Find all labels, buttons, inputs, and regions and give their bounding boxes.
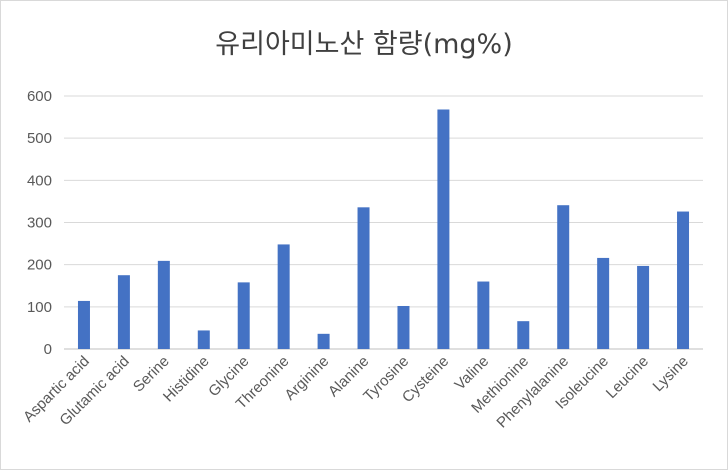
x-tick-label: Leucine bbox=[603, 353, 652, 402]
bar bbox=[477, 281, 490, 349]
bar bbox=[277, 244, 290, 349]
y-tick-label: 600 bbox=[27, 88, 52, 105]
y-tick-label: 100 bbox=[27, 299, 52, 316]
chart-title: 유리아미노산 함량(mg%) bbox=[215, 29, 513, 60]
bar bbox=[557, 205, 570, 349]
y-tick-label: 200 bbox=[27, 257, 52, 274]
bar bbox=[437, 109, 450, 349]
bar bbox=[157, 260, 170, 349]
x-tick-label: Arginine bbox=[281, 353, 332, 404]
x-tick-label: Glutamic acid bbox=[56, 353, 132, 429]
y-tick-label: 0 bbox=[44, 341, 52, 358]
y-tick-label: 400 bbox=[27, 172, 52, 189]
bar bbox=[397, 305, 410, 349]
bar bbox=[237, 282, 250, 349]
bar bbox=[197, 330, 210, 349]
bar bbox=[597, 257, 610, 349]
bar bbox=[517, 321, 530, 349]
bar bbox=[357, 207, 370, 349]
bar bbox=[637, 265, 650, 349]
y-tick-label: 300 bbox=[27, 215, 52, 232]
y-tick-label: 500 bbox=[27, 130, 52, 147]
bar bbox=[677, 211, 690, 349]
bar bbox=[317, 333, 330, 349]
bar bbox=[77, 300, 90, 349]
x-tick-label: Lysine bbox=[650, 353, 692, 395]
bar bbox=[117, 275, 130, 349]
